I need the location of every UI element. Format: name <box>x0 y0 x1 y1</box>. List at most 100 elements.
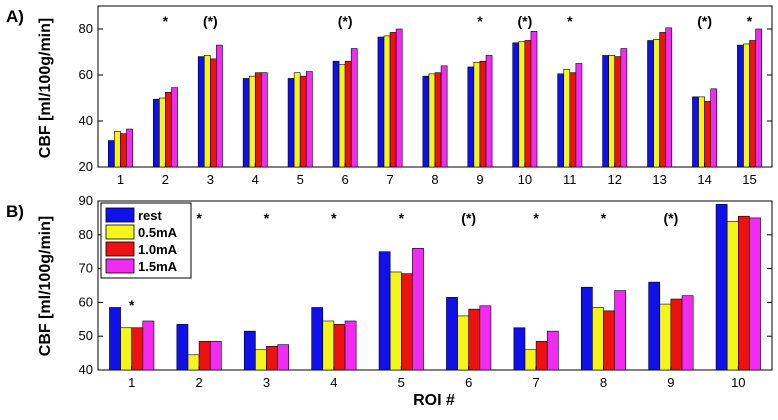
panel-a-x-ticks: 1 2 3 4 5 6 7 8 9 10 11 12 13 14 15 <box>117 163 757 187</box>
bar-rest-roi-1 <box>108 140 115 168</box>
bar-0-5ma-roi-7 <box>383 35 391 168</box>
bar-1-5ma-roi-2 <box>171 87 178 168</box>
bar-1-0ma-roi-12 <box>614 56 622 168</box>
legend-label-1-0ma: 1.0mA <box>138 242 178 257</box>
bar-1-0ma-roi-9 <box>479 60 487 168</box>
bar-rest-roi-7 <box>513 327 526 371</box>
bar-rest-roi-12 <box>602 55 609 168</box>
bar-rest-roi-9 <box>648 281 661 371</box>
bar-rest-roi-14 <box>692 96 699 168</box>
bar-1-5ma-roi-8 <box>614 290 627 371</box>
legend-label-rest: rest <box>138 208 163 223</box>
bar-0-5ma-roi-1 <box>120 327 133 371</box>
x-tick-label: 1 <box>117 172 124 187</box>
bar-1-0ma-roi-8 <box>434 72 442 168</box>
bar-1-5ma-roi-9 <box>485 55 493 168</box>
bar-1-0ma-roi-5 <box>400 273 413 371</box>
bar-rest-roi-3 <box>197 56 205 168</box>
bar-0-5ma-roi-8 <box>592 307 604 371</box>
significance-annotation: (*) <box>338 13 353 29</box>
bar-0-5ma-roi-4 <box>322 320 335 371</box>
bar-1-0ma-roi-8 <box>603 310 615 371</box>
bar-1-5ma-roi-4 <box>261 72 268 168</box>
legend-label-1-5ma: 1.5mA <box>138 259 178 274</box>
bar-rest-roi-3 <box>243 330 256 371</box>
bar-1-5ma-roi-11 <box>575 63 583 168</box>
panel-b-y-ticks: 40 50 60 70 80 90 <box>79 193 772 377</box>
bar-1-0ma-roi-10 <box>737 215 750 371</box>
x-tick-label: 5 <box>398 375 405 390</box>
significance-annotation: (*) <box>203 13 218 29</box>
bar-1-5ma-roi-7 <box>395 28 403 168</box>
y-tick-label: 60 <box>79 67 93 82</box>
x-tick-label: 4 <box>330 375 337 390</box>
significance-annotation: * <box>129 297 135 313</box>
y-tick-label: 90 <box>79 193 93 208</box>
y-tick-label: 20 <box>79 159 93 174</box>
significance-annotation: * <box>331 210 337 226</box>
bar-rest-roi-6 <box>446 297 458 371</box>
y-tick-label: 50 <box>79 328 93 343</box>
x-tick-label: 11 <box>563 172 577 187</box>
panel-b-bars <box>109 204 761 371</box>
significance-annotation: * <box>747 13 753 29</box>
panel-b-y-axis-label: CBF [ml/100g/min] <box>37 216 54 356</box>
y-tick-label: 40 <box>79 362 93 377</box>
x-tick-label: 5 <box>297 172 304 187</box>
bar-1-5ma-roi-5 <box>305 71 313 168</box>
bar-1-0ma-roi-14 <box>704 101 711 168</box>
panel-a-label: A) <box>6 7 24 26</box>
legend-entry-1-0ma: 1.0mA <box>105 241 178 257</box>
legend-entry-rest: rest <box>105 207 163 223</box>
bar-0-5ma-roi-6 <box>338 64 346 168</box>
bar-rest-roi-5 <box>378 251 391 371</box>
bar-0-5ma-roi-12 <box>608 55 616 168</box>
bar-0-5ma-roi-14 <box>698 96 705 168</box>
bar-0-5ma-roi-4 <box>248 75 256 168</box>
bar-1-0ma-roi-7 <box>389 32 397 168</box>
bar-rest-roi-13 <box>647 40 654 168</box>
bar-0-5ma-roi-6 <box>457 315 469 371</box>
bar-0-5ma-roi-9 <box>659 303 672 371</box>
bar-0-5ma-roi-5 <box>293 72 301 168</box>
bar-0-5ma-roi-13 <box>653 39 660 168</box>
significance-annotation: (*) <box>517 13 532 29</box>
bar-1-5ma-roi-8 <box>440 65 448 168</box>
bar-1-5ma-roi-3 <box>216 44 223 168</box>
y-tick-label: 70 <box>79 261 93 276</box>
bar-1-5ma-roi-13 <box>665 27 673 168</box>
y-tick-label: 60 <box>79 294 93 309</box>
bar-1-5ma-roi-1 <box>142 320 155 371</box>
bar-rest-roi-10 <box>512 42 520 168</box>
bar-0-5ma-roi-5 <box>389 271 402 371</box>
x-tick-label: 9 <box>476 172 483 187</box>
bar-0-5ma-roi-8 <box>428 73 436 168</box>
bar-0-5ma-roi-3 <box>203 55 211 168</box>
significance-annotation: * <box>567 13 573 29</box>
x-tick-label: 10 <box>731 375 745 390</box>
significance-annotation: * <box>264 210 270 226</box>
significance-annotation: * <box>399 210 405 226</box>
bar-1-0ma-roi-3 <box>210 58 217 168</box>
bar-0-5ma-roi-10 <box>726 220 739 371</box>
legend-swatch-1-0ma <box>105 241 135 257</box>
x-tick-label: 2 <box>162 172 169 187</box>
bar-1-0ma-roi-7 <box>535 340 548 371</box>
bar-0-5ma-roi-15 <box>743 43 750 168</box>
legend-swatch-1-5ma <box>105 258 135 274</box>
panel-b-annotations: * * * * * (*) * * (*) <box>129 210 678 313</box>
bar-1-0ma-roi-6 <box>344 60 352 168</box>
significance-annotation: * <box>477 13 483 29</box>
bar-1-0ma-roi-4 <box>333 324 346 371</box>
bar-1-0ma-roi-13 <box>659 32 667 168</box>
bar-1-5ma-roi-7 <box>546 330 559 371</box>
significance-annotation: (*) <box>697 13 712 29</box>
bar-1-5ma-roi-9 <box>681 295 694 371</box>
legend-entry-0-5ma: 0.5mA <box>105 224 178 240</box>
x-tick-label: 4 <box>252 172 259 187</box>
bar-1-5ma-roi-2 <box>209 340 222 371</box>
bar-0-5ma-roi-11 <box>563 68 571 168</box>
x-tick-label: 3 <box>207 172 214 187</box>
